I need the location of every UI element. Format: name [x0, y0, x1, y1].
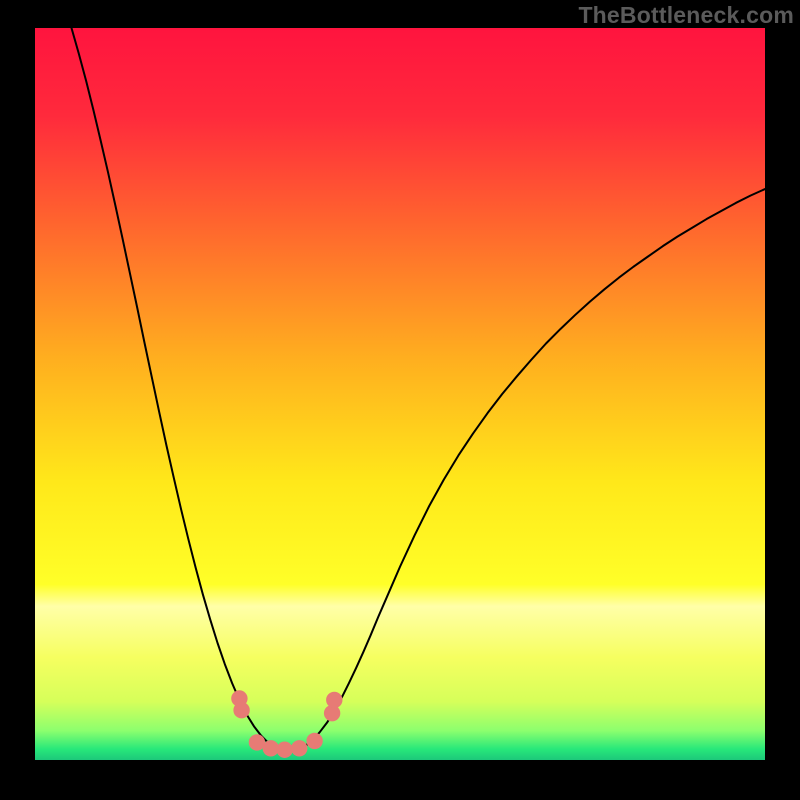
watermark-text: TheBottleneck.com: [578, 2, 794, 29]
chart-plot-area: [35, 28, 765, 760]
curve-marker: [263, 740, 279, 756]
bottleneck-curve-chart: [0, 0, 800, 800]
curve-marker: [276, 742, 292, 758]
curve-marker: [306, 733, 322, 749]
curve-marker: [233, 702, 249, 718]
curve-marker: [326, 692, 342, 708]
curve-marker: [291, 740, 307, 756]
chart-container: TheBottleneck.com: [0, 0, 800, 800]
